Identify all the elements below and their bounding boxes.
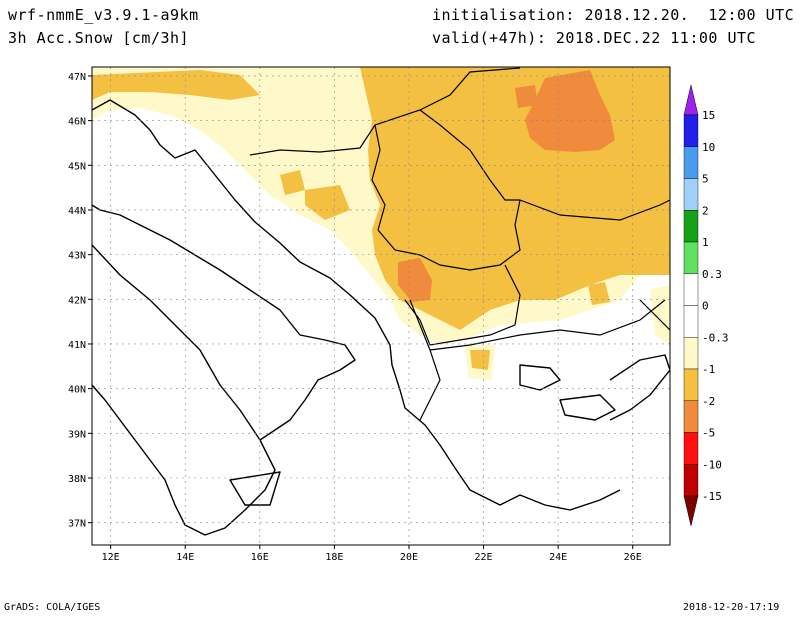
colorbar-bin (683, 400, 699, 433)
lon-tick-label: 22E (475, 552, 493, 563)
colorbar-bin (683, 368, 699, 401)
field-title: 3h Acc.Snow [cm/3h] (8, 29, 190, 47)
grid-lines (92, 67, 670, 545)
colorbar-label: 0 (702, 300, 709, 313)
colorbar-label: -0.3 (702, 331, 729, 344)
lon-tick-label: 14E (176, 552, 194, 563)
colorbar-label: 15 (702, 109, 715, 122)
colorbar: 15 10 5 2 1 0.3 0 -0.3 -1 -2 -5 -10 -15 (683, 84, 729, 527)
lon-tick-label: 20E (400, 552, 418, 563)
coastlines (92, 99, 670, 536)
lon-tick-label: 12E (102, 552, 120, 563)
colorbar-bottom-arrow (683, 495, 699, 527)
colorbar-bin (683, 178, 699, 211)
lat-tick-label: 42N (68, 295, 86, 306)
lon-tick-label: 16E (251, 552, 269, 563)
map-frame (91, 66, 671, 546)
colorbar-label: -5 (702, 427, 715, 440)
colorbar-label: -10 (702, 458, 722, 471)
colorbar-bin (683, 464, 699, 497)
colorbar-label: 1 (702, 236, 709, 249)
lon-tick-label: 26E (624, 552, 642, 563)
colorbar-bin (683, 337, 699, 370)
colorbar-bin (683, 305, 699, 338)
lon-tick-label: 18E (325, 552, 343, 563)
lon-tick-label: 24E (549, 552, 567, 563)
lat-tick-label: 46N (68, 117, 86, 128)
colorbar-label: 5 (702, 173, 709, 186)
lat-tick-label: 44N (68, 206, 86, 217)
colorbar-bin (683, 146, 699, 179)
colorbar-top-arrow (683, 84, 699, 116)
country-borders (249, 67, 670, 421)
lat-tick-label: 38N (68, 474, 86, 485)
colorbar-bin (683, 432, 699, 465)
footer-timestamp: 2018-12-20-17:19 (683, 602, 780, 613)
colorbar-label: -2 (702, 395, 715, 408)
lat-tick-label: 37N (68, 519, 86, 530)
snow-dark-area (398, 70, 615, 302)
colorbar-label: 2 (702, 204, 709, 217)
lat-tick-label: 45N (68, 161, 86, 172)
colorbar-bin (683, 273, 699, 306)
lat-tick-label: 40N (68, 385, 86, 396)
colorbar-bin (683, 241, 699, 274)
footer-credit: GrADS: COLA/IGES (4, 602, 101, 613)
model-title: wrf-nmmE_v3.9.1-a9km (8, 6, 199, 24)
lat-tick-label: 41N (68, 340, 86, 351)
colorbar-label: -15 (702, 490, 722, 503)
lat-tick-label: 43N (68, 251, 86, 262)
map-area (92, 67, 670, 545)
colorbar-label: 10 (702, 141, 715, 154)
lat-tick-label: 47N (68, 72, 86, 83)
axis-ticks: 12E 14E 16E 18E 20E 22E 24E 26E 37N 38N 39N 40N 41N 4… (68, 72, 642, 563)
valid-time: valid(+47h): 2018.DEC.22 11:00 UTC (432, 29, 757, 47)
initialisation-time: initialisation: 2018.12.20. 12:00 UTC (432, 6, 795, 24)
colorbar-label: -1 (702, 363, 715, 376)
colorbar-bin (683, 210, 699, 243)
colorbar-label: 0.3 (702, 268, 722, 281)
colorbar-bin (683, 114, 699, 147)
lat-tick-label: 39N (68, 429, 86, 440)
